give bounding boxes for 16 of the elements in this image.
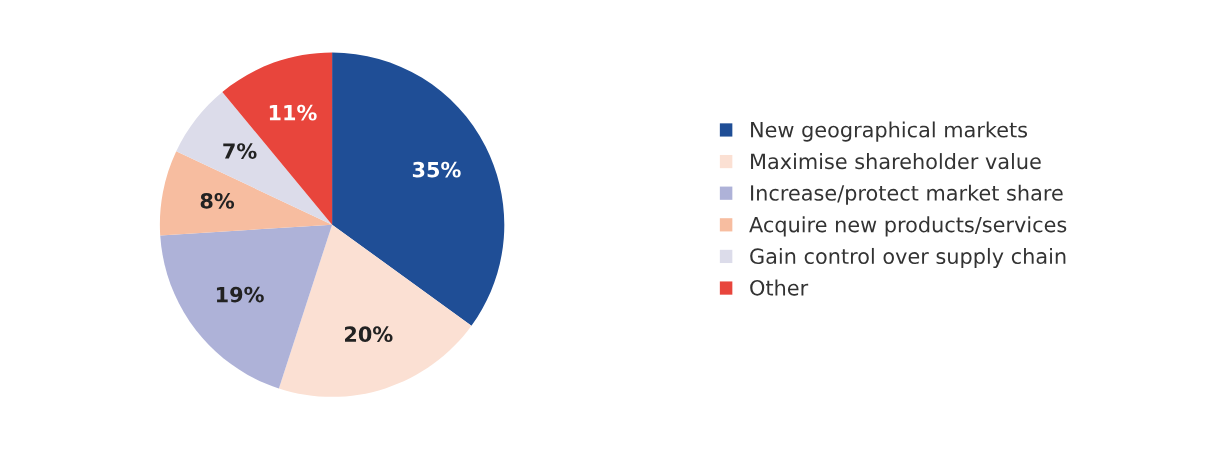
legend-label: Acquire new products/services xyxy=(749,216,1067,237)
legend-label: Other xyxy=(750,279,809,296)
data-label: 20% xyxy=(345,326,393,343)
legend-label: Gain control over supply chain xyxy=(750,247,1066,269)
pie-slice xyxy=(332,52,505,326)
data-label: 11% xyxy=(269,104,317,121)
data-label: 19% xyxy=(216,286,264,303)
pie-slice xyxy=(160,224,333,389)
pie-slice xyxy=(278,224,472,397)
legend-label: Increase/protect market share xyxy=(751,184,1063,205)
data-label: 7% xyxy=(223,143,257,159)
data-label: 35% xyxy=(412,161,461,178)
data-label: 8% xyxy=(200,192,235,209)
pie-slice xyxy=(176,91,333,225)
legend-label: Maximise shareholder value xyxy=(751,153,1041,170)
legend-label: New geographical markets xyxy=(751,121,1028,142)
